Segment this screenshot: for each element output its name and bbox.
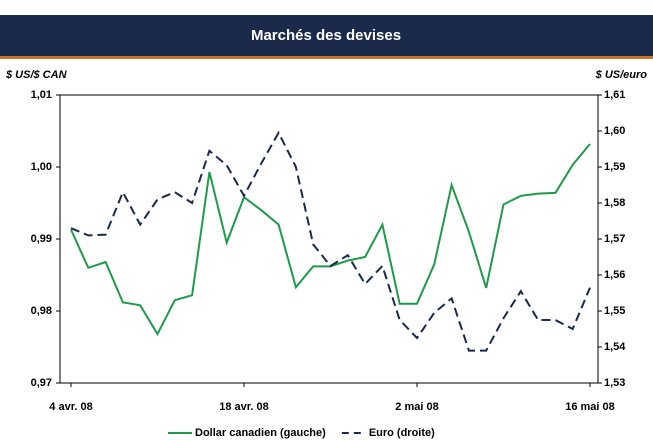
x-tick-label: 4 avr. 08 — [49, 401, 92, 413]
title-bar — [0, 15, 653, 56]
y2-tick-label: 1,59 — [604, 161, 625, 173]
y2-axis-label: $ US/euro — [595, 69, 648, 81]
y2-tick-label: 1,57 — [604, 233, 625, 245]
y2-tick-label: 1,53 — [604, 377, 625, 389]
y-tick-label: 0,99 — [31, 233, 52, 245]
y2-tick-label: 1,56 — [604, 269, 625, 281]
plot-frame — [59, 94, 599, 384]
y-tick-label: 0,98 — [31, 305, 52, 317]
chart-title: Marchés des devises — [251, 27, 401, 44]
legend-label: Dollar canadien (gauche) — [195, 427, 326, 439]
y-tick-label: 1,00 — [31, 161, 52, 173]
y2-tick-label: 1,61 — [604, 89, 625, 101]
x-tick-label: 2 mai 08 — [395, 401, 438, 413]
y2-tick-label: 1,60 — [604, 125, 625, 137]
y2-tick-label: 1,55 — [604, 305, 625, 317]
x-tick-label: 16 mai 08 — [565, 401, 615, 413]
y-tick-label: 0,97 — [31, 377, 52, 389]
y-axis-label: $ US/$ CAN — [5, 69, 68, 81]
y2-tick-label: 1,58 — [604, 197, 625, 209]
y-tick-label: 1,01 — [31, 89, 52, 101]
x-tick-label: 18 avr. 08 — [219, 401, 269, 413]
series-line — [70, 130, 591, 352]
y2-tick-label: 1,54 — [604, 341, 626, 353]
legend-label: Euro (droite) — [369, 427, 435, 439]
title-underline — [0, 56, 653, 59]
